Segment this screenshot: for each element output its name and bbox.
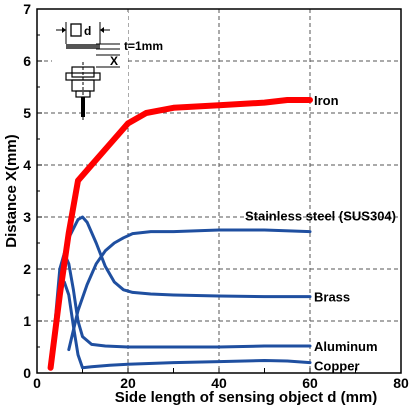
- x-tick-label: 20: [120, 375, 136, 391]
- y-tick-label: 0: [23, 365, 31, 381]
- sensor-icon: [65, 62, 101, 120]
- x-tick-label: 80: [393, 375, 409, 391]
- series-labels: Iron Stainless steel (SUS304) Brass Aluminu…: [245, 93, 396, 374]
- x-tick-label: 0: [33, 375, 41, 391]
- series-lines: [47, 97, 313, 371]
- inset-x-label: X: [110, 54, 118, 68]
- y-tick-label: 3: [23, 209, 31, 225]
- grid-lines: [37, 8, 401, 374]
- y-tick-label: 6: [23, 53, 31, 69]
- sensor-diagram: d t=1mm X: [52, 12, 163, 120]
- series-label: Iron: [314, 93, 339, 108]
- inset-t-label: t=1mm: [124, 39, 163, 53]
- y-tick-label: 7: [23, 1, 31, 17]
- y-tick-label: 2: [23, 261, 31, 277]
- series-label: Brass: [314, 290, 350, 305]
- square-symbol: [70, 23, 82, 37]
- series-label: Aluminum: [314, 339, 378, 354]
- inset-d-label: d: [84, 24, 91, 38]
- y-tick-label: 4: [23, 157, 31, 173]
- x-tick-label: 40: [211, 375, 227, 391]
- series-line-brass: [49, 215, 312, 365]
- target-plate: [66, 44, 100, 49]
- x-tick-label: 60: [302, 375, 318, 391]
- y-axis-label: Distance X(mm): [3, 134, 20, 247]
- series-label: Stainless steel (SUS304): [245, 209, 396, 224]
- tick-labels: 0 20 40 60 80 0 1 2 3 4 5 6 7: [23, 1, 409, 391]
- series-line-stainless-steel-sus304: [67, 228, 312, 352]
- x-axis-label: Side length of sensing object d (mm): [115, 389, 378, 406]
- series-line-iron: [47, 97, 313, 371]
- y-tick-label: 1: [23, 313, 31, 329]
- plot-frame: [36, 8, 402, 374]
- series-label: Copper: [314, 359, 360, 374]
- y-tick-label: 5: [23, 105, 31, 121]
